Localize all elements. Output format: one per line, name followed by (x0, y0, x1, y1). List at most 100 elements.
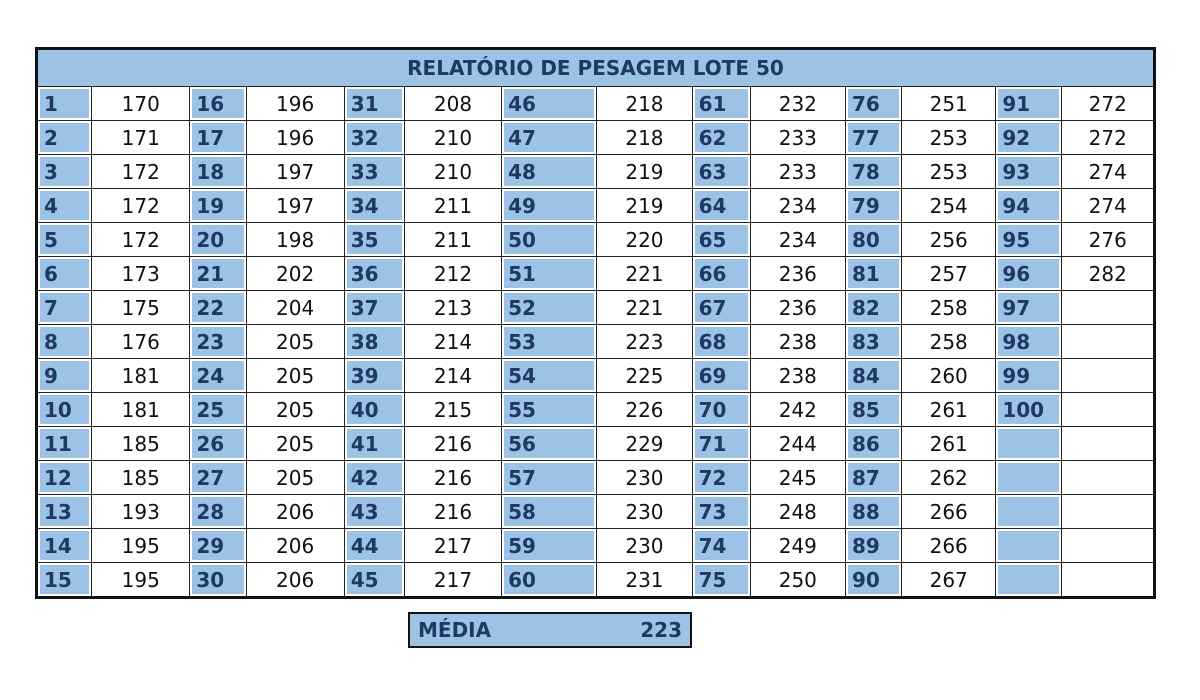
weight: 245 (749, 460, 846, 495)
animal-id: 6 (35, 256, 93, 291)
animal-id: 48 (501, 154, 598, 189)
weight: 213 (403, 290, 503, 325)
animal-id: 47 (501, 120, 598, 155)
weight: 231 (596, 562, 693, 598)
weight: 258 (901, 290, 997, 325)
animal-id: 89 (844, 528, 903, 563)
animal-id: 4 (35, 188, 93, 223)
weight: 272 (1061, 86, 1155, 121)
animal-id (995, 494, 1063, 529)
weight: 248 (749, 494, 846, 529)
row: 6 173 21 202 36 212 51 221 66 236 81 257 96 282 (35, 256, 1155, 291)
weight: 230 (596, 460, 693, 495)
weight: 218 (596, 120, 693, 155)
animal-id: 14 (35, 528, 93, 563)
weight (1061, 426, 1155, 461)
average-box: MÉDIA 223 (408, 612, 692, 648)
animal-id: 71 (691, 426, 751, 461)
row: 12 185 27 205 42 216 57 230 72 245 87 262 (35, 460, 1155, 495)
animal-id: 12 (35, 460, 93, 495)
animal-id: 37 (343, 290, 405, 325)
weight: 218 (596, 86, 693, 121)
row: 11 185 26 205 41 216 56 229 71 244 86 261 (35, 426, 1155, 461)
weight: 253 (901, 154, 997, 189)
row: 14 195 29 206 44 217 59 230 74 249 89 266 (35, 528, 1155, 563)
animal-id: 11 (35, 426, 93, 461)
animal-id: 33 (343, 154, 405, 189)
weight: 258 (901, 324, 997, 359)
weight: 229 (596, 426, 693, 461)
animal-id (995, 426, 1063, 461)
weight: 225 (596, 358, 693, 393)
animal-id: 16 (189, 86, 247, 121)
average-value: 223 (640, 618, 682, 642)
weight: 193 (91, 494, 191, 529)
animal-id: 25 (189, 392, 247, 427)
title: RELATÓRIO DE PESAGEM LOTE 50 (36, 48, 1155, 87)
weight: 216 (403, 460, 503, 495)
weight (1061, 290, 1155, 325)
weight: 210 (403, 120, 503, 155)
animal-id: 60 (501, 562, 598, 598)
weight: 214 (403, 324, 503, 359)
animal-id: 57 (501, 460, 598, 495)
weight: 217 (403, 562, 503, 598)
animal-id: 75 (691, 562, 751, 598)
row: 2 171 17 196 32 210 47 218 62 233 77 253 92 272 (35, 120, 1155, 155)
animal-id: 38 (343, 324, 405, 359)
animal-id: 83 (844, 324, 903, 359)
weight (1061, 562, 1155, 598)
animal-id: 50 (501, 222, 598, 257)
animal-id: 98 (995, 324, 1063, 359)
weight: 211 (403, 222, 503, 257)
weight: 217 (403, 528, 503, 563)
animal-id: 3 (35, 154, 93, 189)
animal-id: 36 (343, 256, 405, 291)
row: 1 170 16 196 31 208 46 218 61 232 76 251 91 272 (35, 86, 1155, 121)
weight: 233 (749, 120, 846, 155)
weight: 202 (245, 256, 345, 291)
animal-id: 65 (691, 222, 751, 257)
weight: 216 (403, 494, 503, 529)
row: 8 176 23 205 38 214 53 223 68 238 83 258 98 (35, 324, 1155, 359)
weight: 251 (901, 86, 997, 121)
average-label: MÉDIA (418, 618, 492, 642)
animal-id: 10 (35, 392, 93, 427)
weight: 176 (91, 324, 191, 359)
weight: 175 (91, 290, 191, 325)
weight: 212 (403, 256, 503, 291)
animal-id: 94 (995, 188, 1063, 223)
weight: 236 (749, 256, 846, 291)
weight: 249 (749, 528, 846, 563)
weight: 185 (91, 426, 191, 461)
animal-id: 76 (844, 86, 903, 121)
weight: 185 (91, 460, 191, 495)
weight: 282 (1061, 256, 1155, 291)
animal-id: 41 (343, 426, 405, 461)
weight: 171 (91, 120, 191, 155)
weight: 253 (901, 120, 997, 155)
animal-id: 80 (844, 222, 903, 257)
animal-id: 15 (35, 562, 93, 598)
animal-id: 81 (844, 256, 903, 291)
weight: 242 (749, 392, 846, 427)
animal-id: 78 (844, 154, 903, 189)
animal-id: 29 (189, 528, 247, 563)
weight: 195 (91, 528, 191, 563)
weight (1061, 494, 1155, 529)
animal-id: 96 (995, 256, 1063, 291)
weight: 204 (245, 290, 345, 325)
animal-id: 70 (691, 392, 751, 427)
animal-id: 97 (995, 290, 1063, 325)
weight: 195 (91, 562, 191, 598)
weight: 234 (749, 188, 846, 223)
weight: 210 (403, 154, 503, 189)
weight: 274 (1061, 188, 1155, 223)
weight: 219 (596, 188, 693, 223)
weight: 266 (901, 494, 997, 529)
weight (1061, 358, 1155, 393)
weight (1061, 528, 1155, 563)
weight: 257 (901, 256, 997, 291)
animal-id: 40 (343, 392, 405, 427)
